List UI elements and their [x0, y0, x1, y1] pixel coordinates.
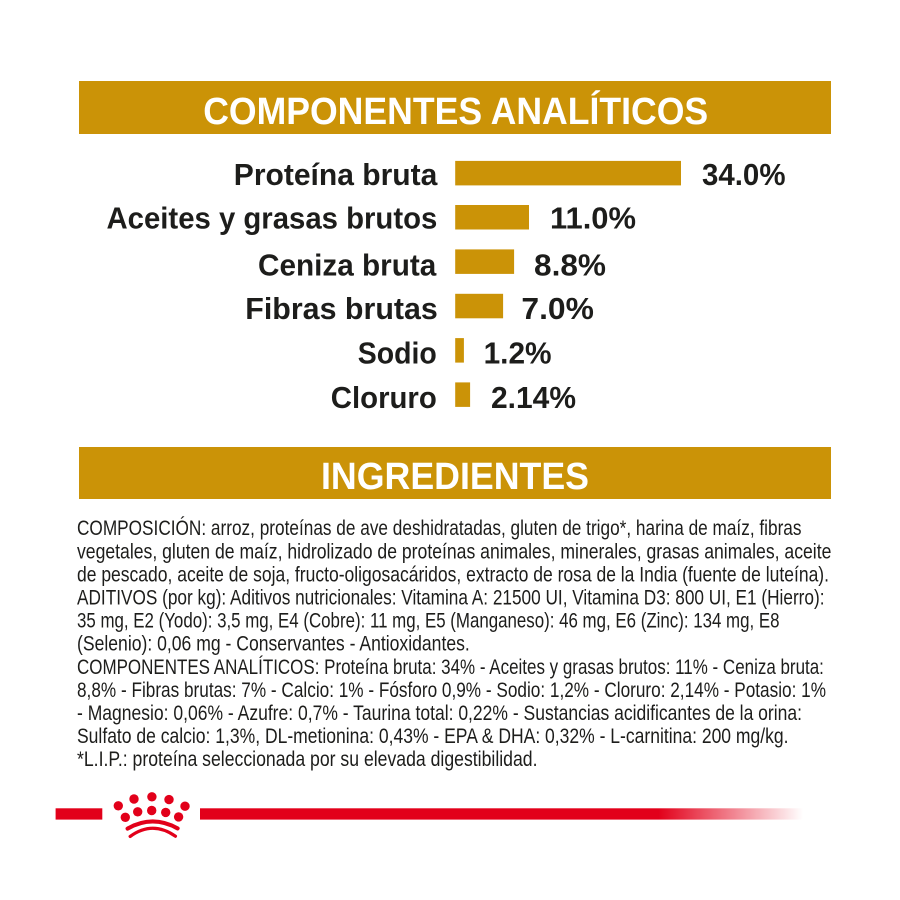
svg-text:- Magnesio: 0,06% - Azufre: 0,: - Magnesio: 0,06% - Azufre: 0,7% - Tauri…	[77, 702, 802, 725]
svg-text:(Selenio): 0,06 mg - Conservan: (Selenio): 0,06 mg - Conservantes - Anti…	[77, 633, 470, 656]
svg-text:Ceniza bruta: Ceniza bruta	[258, 248, 437, 282]
svg-text:Fibras brutas: Fibras brutas	[245, 292, 438, 326]
svg-text:vegetales, gluten de maíz, hid: vegetales, gluten de maíz, hidrolizado d…	[77, 540, 831, 563]
svg-text:7.0%: 7.0%	[521, 292, 594, 326]
svg-text:ADITIVOS (por kg): Aditivos nu: ADITIVOS (por kg): Aditivos nutricionale…	[77, 587, 825, 610]
svg-text:8.8%: 8.8%	[534, 248, 606, 282]
svg-text:1.2%: 1.2%	[484, 336, 552, 370]
svg-text:11.0%: 11.0%	[550, 201, 636, 235]
svg-text:de pescado, aceite de soja, fr: de pescado, aceite de soja, fructo-oligo…	[77, 563, 829, 586]
svg-text:Proteína bruta: Proteína bruta	[234, 158, 439, 192]
svg-text:COMPONENTES ANALÍTICOS: COMPONENTES ANALÍTICOS	[203, 89, 708, 133]
svg-text:2.14%: 2.14%	[491, 381, 576, 415]
svg-text:*L.I.P.: proteína seleccionada: *L.I.P.: proteína seleccionada por su el…	[77, 748, 538, 771]
svg-text:INGREDIENTES: INGREDIENTES	[321, 455, 589, 498]
svg-text:34.0%: 34.0%	[702, 158, 786, 192]
svg-text:35 mg, E2 (Yodo): 3,5 mg, E4 (: 35 mg, E2 (Yodo): 3,5 mg, E4 (Cobre): 11…	[77, 610, 780, 633]
svg-text:COMPOSICIÓN: arroz, proteínas: COMPOSICIÓN: arroz, proteínas de ave des…	[77, 517, 802, 540]
svg-text:Cloruro: Cloruro	[331, 381, 437, 415]
svg-text:Aceites y grasas brutos: Aceites y grasas brutos	[107, 201, 438, 235]
svg-text:Sodio: Sodio	[358, 336, 437, 370]
svg-text:Sulfato de calcio: 1,3%, DL-me: Sulfato de calcio: 1,3%, DL-metionina: 0…	[77, 725, 789, 748]
svg-text:8,8% - Fibras brutas: 7% - Cal: 8,8% - Fibras brutas: 7% - Calcio: 1% - …	[77, 679, 826, 702]
svg-text:COMPONENTES ANALÍTICOS: Proteí: COMPONENTES ANALÍTICOS: Proteína bruta: …	[77, 656, 824, 679]
